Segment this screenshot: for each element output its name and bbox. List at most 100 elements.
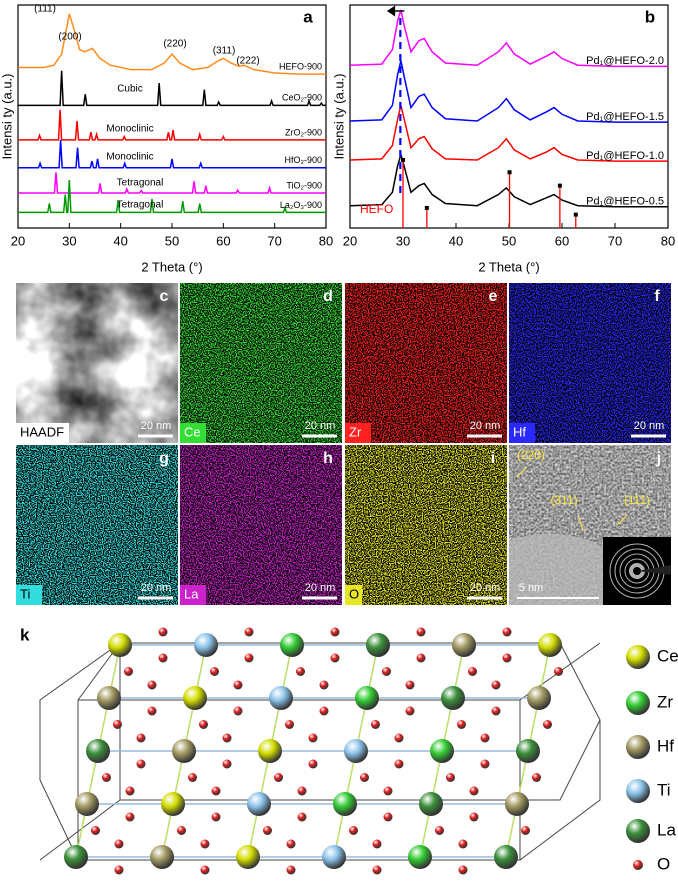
oxygen-atom bbox=[158, 627, 168, 637]
oxygen-atom bbox=[349, 826, 358, 835]
oxygen-atom bbox=[383, 812, 393, 822]
metal-atom bbox=[258, 739, 282, 763]
metal-atom bbox=[366, 633, 390, 657]
metal-atom bbox=[527, 686, 551, 710]
oxygen-atom bbox=[491, 680, 501, 690]
oxygen-atom bbox=[147, 680, 157, 690]
series-label: HfO₂-900 bbox=[284, 155, 322, 165]
oxygen-atom bbox=[405, 680, 415, 690]
legend-swatch bbox=[626, 819, 650, 843]
series-line bbox=[18, 70, 326, 107]
oxygen-atom bbox=[136, 759, 146, 769]
x-tick-label: 30 bbox=[396, 233, 410, 248]
metal-atom bbox=[441, 686, 465, 710]
oxygen-atom bbox=[296, 667, 305, 676]
oxygen-atom bbox=[330, 627, 340, 637]
oxygen-atom bbox=[188, 773, 197, 782]
oxygen-atom bbox=[502, 627, 512, 637]
peak-label: (111) bbox=[34, 4, 56, 15]
legend-swatch bbox=[626, 691, 650, 715]
oxygen-atom bbox=[114, 865, 124, 875]
panel-letter: g bbox=[159, 450, 169, 467]
hrtem-panel: j (220) (311) (111) 5 nm bbox=[509, 445, 671, 605]
oxygen-atom bbox=[468, 667, 477, 676]
panel-letter: c bbox=[160, 288, 169, 305]
plane-pointer bbox=[516, 466, 528, 478]
oxygen-atom bbox=[286, 865, 296, 875]
scale-label: 20 nm bbox=[470, 582, 501, 594]
oxygen-atom bbox=[211, 812, 221, 822]
metal-atom bbox=[280, 633, 304, 657]
metal-atom bbox=[408, 845, 432, 869]
oxygen-atom bbox=[394, 759, 404, 769]
oxygen-atom bbox=[480, 733, 490, 743]
phase-label: Tetragonal bbox=[117, 178, 164, 189]
oxygen-atom bbox=[521, 826, 530, 835]
oxygen-atom bbox=[222, 733, 232, 743]
oxygen-atom bbox=[297, 812, 307, 822]
oxygen-atom bbox=[308, 759, 318, 769]
oxygen-atom bbox=[491, 706, 501, 716]
chart-panel: 20 30 40 50 60 70 80 2 Theta (°) Intensi ty (a.u… bbox=[331, 4, 675, 274]
x-tick-label: 20 bbox=[11, 233, 25, 248]
oxygen-atom bbox=[446, 773, 455, 782]
metal-atom bbox=[505, 792, 529, 816]
unit-cell-frame bbox=[39, 642, 601, 861]
oxygen-atom bbox=[125, 812, 135, 822]
scale-label: 20 nm bbox=[634, 420, 665, 432]
metal-atom bbox=[452, 633, 476, 657]
oxygen-atom bbox=[382, 667, 391, 676]
legend-swatch bbox=[626, 645, 650, 669]
map-image bbox=[16, 283, 178, 443]
legend-label: Ce bbox=[657, 646, 678, 665]
plane-pointer bbox=[616, 514, 628, 526]
oxygen-atom bbox=[319, 706, 329, 716]
series-line bbox=[349, 105, 668, 162]
legend-label: Zr bbox=[657, 692, 673, 711]
oxygen-atom bbox=[210, 667, 219, 676]
x-tick-label: 40 bbox=[113, 233, 127, 248]
label-box bbox=[509, 423, 535, 443]
oxygen-atom bbox=[158, 653, 168, 663]
y-axis-title: Intensi ty (a.u.) bbox=[331, 74, 346, 160]
beam-stop bbox=[637, 565, 671, 575]
legend-label: Ti bbox=[657, 780, 671, 799]
oxygen-atom bbox=[177, 826, 186, 835]
x-tick-label: 50 bbox=[165, 233, 179, 248]
map-image bbox=[509, 283, 671, 443]
oxygen-atom bbox=[554, 667, 563, 676]
x-axis-title: 2 Theta (°) bbox=[478, 259, 539, 274]
x-axis-title: 2 Theta (°) bbox=[141, 259, 202, 274]
panel-letter: d bbox=[323, 288, 333, 305]
eds-map-panel: e Zr 20 nm bbox=[345, 283, 507, 443]
series-label: Pd₁@HEFO-1.0 bbox=[586, 150, 664, 162]
oxygen-atom bbox=[360, 773, 369, 782]
oxygen-atom bbox=[416, 627, 426, 637]
oxygen-atom bbox=[147, 706, 157, 716]
oxygen-atom bbox=[394, 733, 404, 743]
series-label: ZrO₂-900 bbox=[285, 127, 322, 137]
x-tick-label: 70 bbox=[267, 233, 281, 248]
phase-label: Monoclinic bbox=[106, 124, 153, 135]
oxygen-atom bbox=[211, 786, 221, 796]
eds-map-panel: h La 20 nm bbox=[180, 445, 342, 605]
oxygen-atom bbox=[469, 812, 479, 822]
oxygen-atom bbox=[199, 720, 208, 729]
legend-swatch bbox=[633, 860, 643, 870]
reference-marker bbox=[557, 183, 562, 188]
legend-label: La bbox=[657, 820, 676, 839]
oxygen-atom bbox=[480, 759, 490, 769]
oxygen-atom bbox=[457, 720, 466, 729]
map-image bbox=[345, 445, 507, 605]
oxygen-atom bbox=[244, 653, 254, 663]
label-box bbox=[345, 423, 371, 443]
series-line bbox=[349, 151, 668, 208]
element-label: Ce bbox=[184, 424, 201, 439]
oxygen-atom bbox=[372, 839, 382, 849]
plane-label: (111) bbox=[624, 493, 650, 507]
oxygen-atom bbox=[233, 680, 243, 690]
oxygen-atom bbox=[113, 720, 122, 729]
scale-label: 5 nm bbox=[519, 582, 543, 594]
series-line bbox=[18, 109, 326, 141]
